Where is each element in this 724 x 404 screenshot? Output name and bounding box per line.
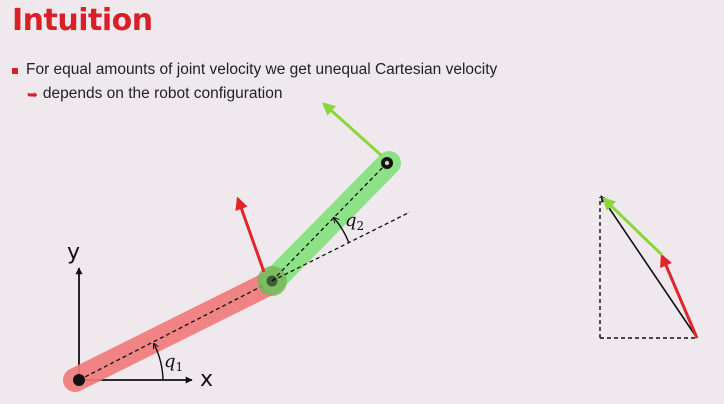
x-axis-label: x	[200, 367, 213, 392]
y-axis-label: y	[67, 240, 80, 265]
curved-arrow-icon: ➥	[27, 86, 38, 102]
sub-bullet-item: ➥ depends on the robot configuration	[27, 85, 282, 103]
link1-extension-line	[271, 211, 411, 282]
q2-label: q2	[345, 210, 364, 233]
resultant-velocity-arrow	[600, 195, 698, 339]
elbow-joint	[266, 275, 278, 287]
bullet-item: For equal amounts of joint velocity we g…	[12, 61, 497, 79]
bullet-text: For equal amounts of joint velocity we g…	[26, 61, 498, 78]
end-effector-joint-center	[384, 160, 390, 166]
link1-centerline	[78, 280, 273, 381]
triangle-green-arrow	[602, 197, 664, 257]
q1-angle-arc	[154, 344, 164, 381]
sub-bullet-text: depends on the robot configuration	[42, 85, 283, 102]
link2-bar	[261, 151, 401, 293]
green-velocity-arrow	[322, 102, 384, 158]
q2-angle-arc	[334, 218, 350, 244]
slide-title: Intuition	[12, 3, 153, 38]
base-joint	[73, 374, 85, 386]
bullet-square-icon	[12, 67, 18, 74]
q1-label: q1	[164, 351, 183, 374]
red-velocity-arrow	[235, 196, 266, 273]
triangle-red-arrow	[660, 253, 699, 339]
